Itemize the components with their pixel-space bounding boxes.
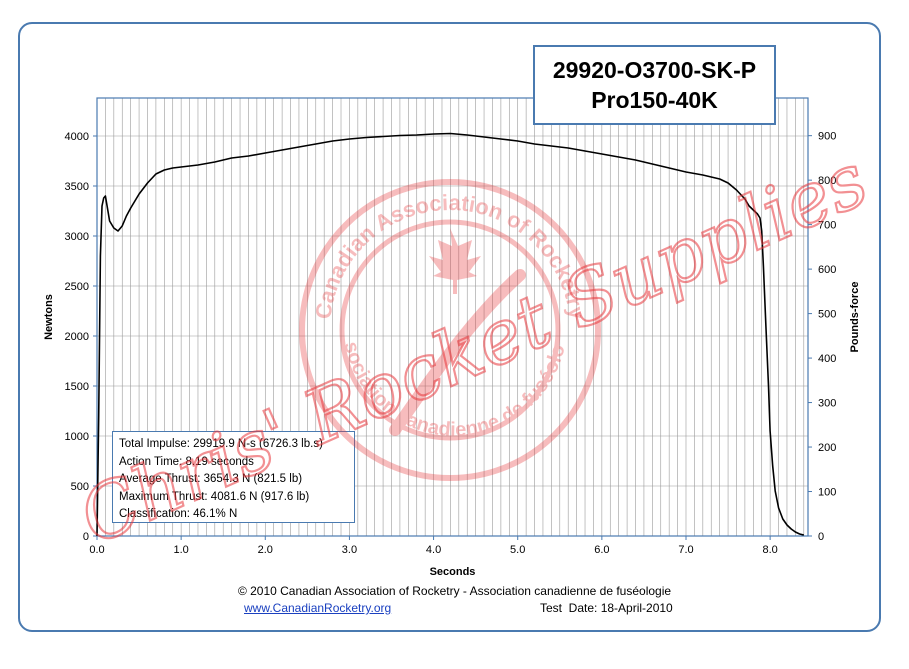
y-right-tick-label: 700 — [818, 220, 836, 232]
y-right-tick-label: 0 — [818, 531, 824, 543]
footer-website-link[interactable]: www.CanadianRocketry.org — [244, 601, 392, 615]
stats-box: Total Impulse: 29919.9 N-s (6726.3 lb.s)… — [112, 431, 355, 523]
y-tick-label: 1000 — [65, 431, 89, 443]
x-tick-label: 4.0 — [426, 544, 441, 556]
y-right-tick-label: 300 — [818, 398, 836, 410]
x-tick-label: 2.0 — [258, 544, 273, 556]
y-tick-label: 3000 — [65, 231, 89, 243]
classification: Classification: 46.1% N — [119, 508, 238, 520]
y-right-tick-label: 200 — [818, 442, 836, 454]
y-right-tick-label: 500 — [818, 309, 836, 321]
y-tick-label: 3500 — [65, 181, 89, 193]
maximum-thrust: Maximum Thrust: 4081.6 N (917.6 lb) — [119, 490, 310, 503]
y-right-tick-label: 900 — [818, 131, 836, 143]
y-right-tick-label: 800 — [818, 175, 836, 187]
x-tick-label: 5.0 — [510, 544, 525, 556]
total-impulse: Total Impulse: 29919.9 N-s (6726.3 lb.s) — [119, 438, 323, 450]
y-right-tick-label: 600 — [818, 264, 836, 276]
y-tick-label: 2000 — [65, 331, 89, 343]
y-tick-label: 0 — [83, 531, 89, 543]
motor-designation: 29920-O3700-SK-P — [552, 57, 757, 83]
x-axis-title: Seconds — [430, 566, 476, 578]
average-thrust: Average Thrust: 3654.3 N (821.5 lb) — [119, 473, 303, 485]
action-time: Action Time: 8.19 seconds — [119, 455, 254, 468]
x-tick-label: 8.0 — [762, 544, 777, 556]
y-tick-label: 2500 — [65, 281, 89, 293]
x-tick-label: 3.0 — [342, 544, 357, 556]
plot-area — [96, 97, 809, 537]
thrust-curve — [96, 132, 804, 537]
y-tick-label: 500 — [71, 481, 89, 493]
y-right-tick-label: 100 — [818, 487, 836, 499]
tick-marks — [93, 135, 812, 540]
x-tick-label: 1.0 — [173, 544, 188, 556]
x-tick-label: 7.0 — [678, 544, 693, 556]
motor-designation-box: 29920-O3700-SK-P Pro150-40K — [533, 45, 776, 125]
x-tick-label: 0.0 — [89, 544, 104, 556]
x-tick-label: 6.0 — [594, 544, 609, 556]
tick-labels: 0.0 1.0 2.0 3.0 4.0 5.0 6.0 7.0 8.00500100015002… — [65, 131, 837, 556]
y-tick-label: 1500 — [65, 381, 89, 393]
y-right-tick-label: 400 — [818, 353, 836, 365]
y-axis-title: Newtons — [43, 294, 55, 340]
motor-name: Pro150-40K — [591, 87, 718, 113]
footer-copyright: © 2010 Canadian Association of Rocketry … — [237, 584, 672, 598]
footer-test-date: Test Date: 18-April-2010 — [540, 601, 673, 615]
y-right-axis-title: Pounds-force — [849, 282, 861, 353]
y-tick-label: 4000 — [65, 131, 89, 143]
